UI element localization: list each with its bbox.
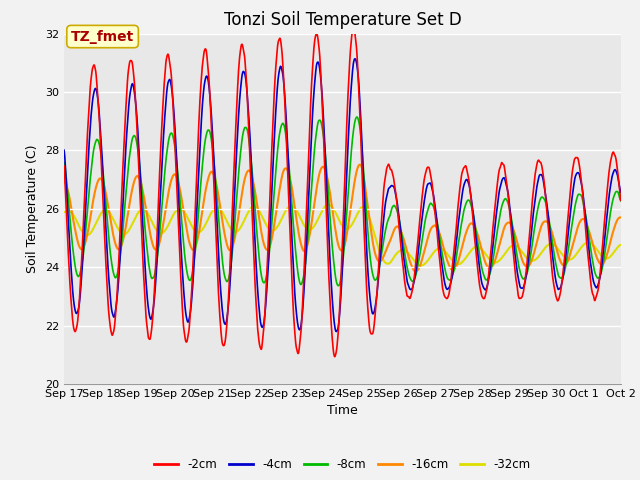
X-axis label: Time: Time	[327, 405, 358, 418]
Legend: -2cm, -4cm, -8cm, -16cm, -32cm: -2cm, -4cm, -8cm, -16cm, -32cm	[150, 454, 535, 476]
Y-axis label: Soil Temperature (C): Soil Temperature (C)	[26, 144, 39, 273]
Title: Tonzi Soil Temperature Set D: Tonzi Soil Temperature Set D	[223, 11, 461, 29]
Text: TZ_fmet: TZ_fmet	[71, 30, 134, 44]
